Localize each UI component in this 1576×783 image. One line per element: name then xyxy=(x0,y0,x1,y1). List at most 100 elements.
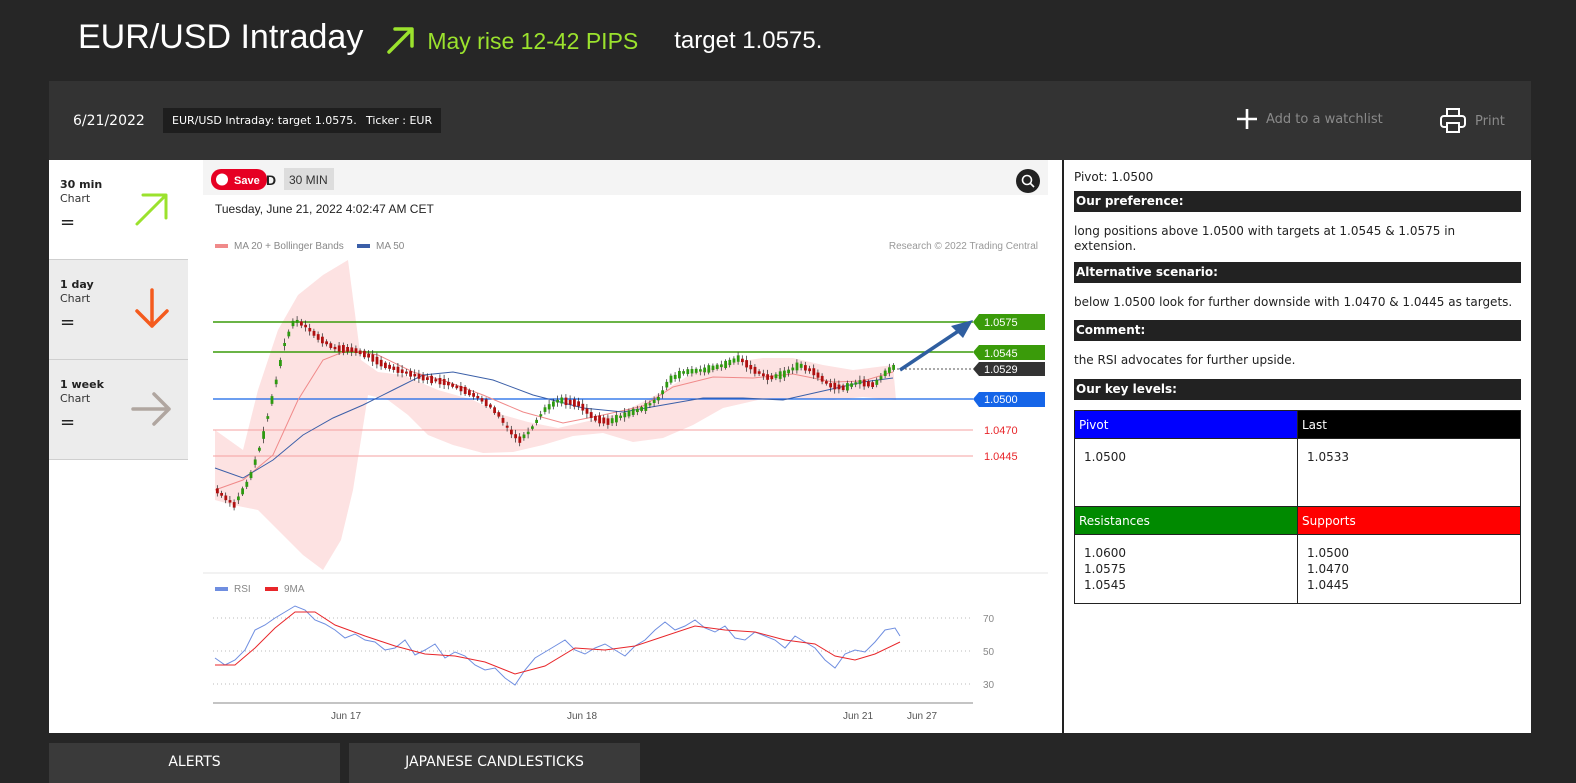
candle-body xyxy=(560,397,564,404)
candle-body xyxy=(623,412,627,418)
candle-body xyxy=(442,378,446,385)
candle-body xyxy=(526,431,530,435)
candle-body xyxy=(581,403,585,411)
candle-body xyxy=(879,376,883,380)
support-value: 1.0470 xyxy=(1307,562,1349,576)
candle-body xyxy=(812,368,816,376)
legend-rsi: RSI xyxy=(234,584,251,595)
candle-body xyxy=(837,384,841,390)
candle-body xyxy=(400,369,404,374)
candle-body xyxy=(505,425,509,428)
timeframe-name: 30 min xyxy=(60,178,103,191)
candle-body xyxy=(451,383,454,387)
svg-text:1.0545: 1.0545 xyxy=(984,348,1018,360)
candle-body xyxy=(825,381,828,384)
candle-body xyxy=(216,488,219,494)
print-label: Print xyxy=(1475,113,1505,129)
candle-body xyxy=(841,385,845,391)
x-label-jun27: Jun 27 xyxy=(907,711,937,722)
candle-body xyxy=(274,379,278,385)
candle-body xyxy=(774,374,778,379)
candle-body xyxy=(295,319,299,323)
candle-body xyxy=(665,381,669,388)
candle-body xyxy=(791,367,795,371)
arrow-up-right-icon xyxy=(387,27,415,54)
pivot-text: Pivot: 1.0500 xyxy=(1074,170,1154,184)
candle-body xyxy=(858,380,862,385)
candle-body xyxy=(862,379,866,387)
price-chart: Save D 30 MIN Tuesday, June 21, 2022 4:0… xyxy=(203,160,1048,733)
candle-body xyxy=(232,502,236,508)
candle-body xyxy=(480,398,484,402)
candle-body xyxy=(850,383,853,387)
pinterest-icon xyxy=(216,173,228,186)
plus-icon xyxy=(1237,109,1257,129)
comment-heading: Comment: xyxy=(1074,320,1521,341)
print-button[interactable]: Print xyxy=(1439,107,1505,135)
candle-body xyxy=(732,358,736,363)
save-label: Save xyxy=(234,175,260,187)
candle-body xyxy=(531,426,534,429)
legend-ma50: MA 50 xyxy=(376,241,405,252)
tab-japanese-candlesticks[interactable]: JAPANESE CANDLESTICKS xyxy=(349,743,640,783)
symbol-letter: D xyxy=(266,172,276,188)
candle-body xyxy=(463,386,467,394)
resistance-value: 1.0575 xyxy=(1084,562,1126,576)
candle-body xyxy=(300,321,303,326)
rise-forecast: May rise 12-42 PIPS xyxy=(427,27,639,54)
candle-body xyxy=(577,401,580,407)
target-text: target 1.0575. xyxy=(674,27,823,54)
timeframe-name: 1 day xyxy=(60,278,94,291)
candle-body xyxy=(787,369,790,374)
candle-body xyxy=(266,416,270,419)
svg-text:1.0500: 1.0500 xyxy=(984,394,1018,406)
comment-text: the RSI advocates for further upside. xyxy=(1074,353,1296,367)
candle-body xyxy=(279,359,282,367)
candle-body xyxy=(715,364,719,369)
pivot-value: 1.0500 xyxy=(1084,450,1126,464)
main-panel: 30 min Chart = 1 day Chart = 1 week Char… xyxy=(49,160,1531,733)
candle-body xyxy=(333,346,337,350)
candle-body xyxy=(308,327,312,332)
candle-body xyxy=(329,343,333,348)
candle-body xyxy=(258,447,261,451)
candle-body xyxy=(489,404,492,408)
candle-body xyxy=(421,374,425,381)
candlesticks xyxy=(216,316,895,511)
candle-body xyxy=(778,371,782,379)
candle-body xyxy=(799,363,803,368)
resistance-value: 1.0600 xyxy=(1084,546,1126,560)
panel-divider xyxy=(1062,160,1064,733)
candle-body xyxy=(585,408,589,414)
candle-body xyxy=(484,399,488,407)
legend-9ma: 9MA xyxy=(284,584,305,595)
timeframe-1week[interactable]: 1 week Chart = xyxy=(49,360,188,460)
save-button[interactable]: Save xyxy=(211,169,267,190)
tab-alerts[interactable]: ALERTS xyxy=(49,743,340,783)
candle-body xyxy=(753,366,757,374)
candle-body xyxy=(833,382,837,390)
timeframe-sub: Chart xyxy=(60,192,91,205)
candle-body xyxy=(245,481,249,487)
candle-body xyxy=(358,350,362,355)
candle-body xyxy=(396,366,400,373)
candle-body xyxy=(808,368,811,372)
candle-body xyxy=(871,382,874,388)
add-watchlist-button[interactable]: Add to a watchlist xyxy=(1235,107,1383,131)
candle-body xyxy=(682,371,685,374)
rsi-line xyxy=(214,605,901,686)
bollinger-band xyxy=(215,260,896,570)
candle-body xyxy=(875,379,879,385)
timeframe-1day[interactable]: 1 day Chart = xyxy=(49,260,188,360)
candle-body xyxy=(270,396,274,404)
candle-body xyxy=(720,364,723,368)
resistances-header: Resistances xyxy=(1074,506,1298,535)
zoom-button[interactable] xyxy=(1016,169,1040,193)
candle-body xyxy=(762,373,765,377)
timeframe-30min[interactable]: 30 min Chart = xyxy=(49,160,188,260)
candle-body xyxy=(291,320,295,327)
support-value: 1.0445 xyxy=(1307,578,1349,592)
candle-body xyxy=(417,374,421,379)
candle-body xyxy=(673,374,677,379)
candle-body xyxy=(514,434,517,439)
